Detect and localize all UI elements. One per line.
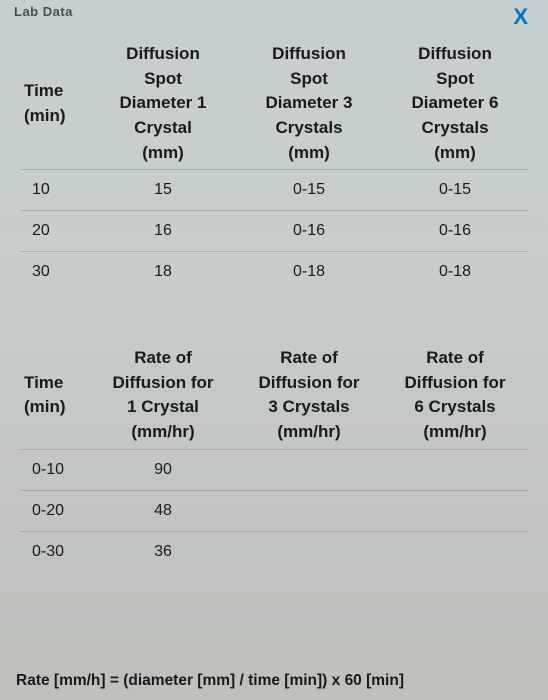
- rate-table: Time (min) Rate of Diffusion for 1 Cryst…: [0, 334, 548, 572]
- cell-r1: 48: [90, 491, 236, 531]
- cell-d3: 0-16: [236, 211, 382, 251]
- cell-r1: 36: [90, 532, 236, 572]
- col-r3: Rate of Diffusion for 3 Crystals (mm/hr): [236, 342, 382, 449]
- table-row: 0-30 36: [20, 531, 528, 572]
- col-time-l2: (min): [24, 104, 88, 129]
- col-d1: Diffusion Spot Diameter 1 Crystal (mm): [90, 38, 236, 169]
- col-r6: Rate of Diffusion for 6 Crystals (mm/hr): [382, 342, 528, 449]
- cell-r3: [236, 500, 382, 522]
- col-time-l1: Time: [24, 79, 88, 104]
- cell-d1: 16: [90, 211, 236, 251]
- cell-d3: 0-18: [236, 252, 382, 292]
- cell-time: 20: [20, 211, 90, 251]
- table-row: 10 15 0-15 0-15: [20, 169, 528, 210]
- page-title: Lab Data: [14, 4, 73, 19]
- cell-d6: 0-16: [382, 211, 528, 251]
- col-d6: Diffusion Spot Diameter 6 Crystals (mm): [382, 38, 528, 169]
- table-header-row: Time (min) Diffusion Spot Diameter 1 Cry…: [20, 38, 528, 169]
- cell-time: 30: [20, 252, 90, 292]
- formula-text: Rate [mm/h] = (diameter [mm] / time [min…: [16, 672, 404, 690]
- cell-d1: 18: [90, 252, 236, 292]
- top-bar: Lab Data X: [0, 0, 548, 30]
- table-row: 0-20 48: [20, 490, 528, 531]
- close-icon[interactable]: X: [507, 4, 534, 30]
- table-row: 20 16 0-16 0-16: [20, 210, 528, 251]
- cell-d6: 0-18: [382, 252, 528, 292]
- cell-time: 0-10: [20, 450, 90, 490]
- cell-r1: 90: [90, 450, 236, 490]
- table-row: 30 18 0-18 0-18: [20, 251, 528, 292]
- col-time: Time (min): [20, 367, 90, 424]
- cell-time: 10: [20, 170, 90, 210]
- diameter-table: Time (min) Diffusion Spot Diameter 1 Cry…: [0, 30, 548, 292]
- cell-time: 0-30: [20, 532, 90, 572]
- cell-d1: 15: [90, 170, 236, 210]
- col-r1: Rate of Diffusion for 1 Crystal (mm/hr): [90, 342, 236, 449]
- table-header-row: Time (min) Rate of Diffusion for 1 Cryst…: [20, 342, 528, 449]
- col-time: Time (min): [20, 75, 90, 132]
- cell-d6: 0-15: [382, 170, 528, 210]
- table-row: 0-10 90: [20, 449, 528, 490]
- cell-r6: [382, 459, 528, 481]
- cell-r6: [382, 500, 528, 522]
- cell-d3: 0-15: [236, 170, 382, 210]
- cell-time: 0-20: [20, 491, 90, 531]
- col-d3: Diffusion Spot Diameter 3 Crystals (mm): [236, 38, 382, 169]
- cell-r6: [382, 541, 528, 563]
- cell-r3: [236, 541, 382, 563]
- cell-r3: [236, 459, 382, 481]
